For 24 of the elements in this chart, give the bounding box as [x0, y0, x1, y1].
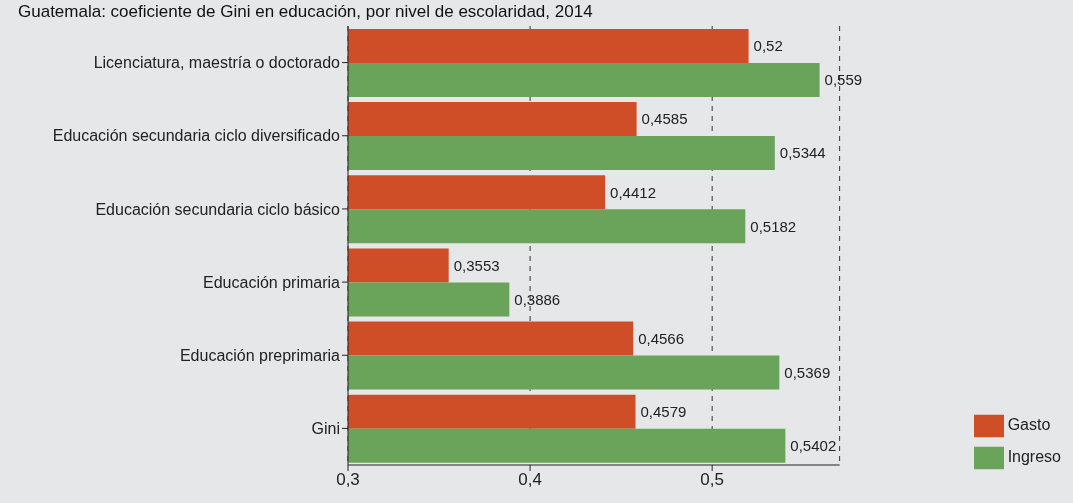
x-tick-label: 0,4 [518, 470, 542, 490]
y-tick-label: Gini [311, 420, 340, 438]
data-label: 0,5344 [779, 144, 826, 162]
x-tick-label: 0,3 [336, 470, 360, 490]
data-label: 0,5182 [750, 217, 797, 235]
data-label: 0,5402 [790, 437, 837, 455]
data-label: 0,3553 [453, 256, 500, 274]
data-label: 0,5369 [784, 363, 831, 381]
y-tick-label: Licenciatura, maestría o doctorado [93, 54, 341, 72]
data-label: 0,3886 [514, 290, 561, 308]
data-label: 0,52 [753, 37, 783, 55]
legend-label: Ingreso [1007, 448, 1061, 465]
data-label: 0,559 [824, 71, 863, 89]
legend-label: Gasto [1007, 416, 1051, 433]
chart-title: Guatemala: coeficiente de Gini en educación, por nivel de escolaridad, 2014 [18, 2, 593, 22]
data-label: 0,4412 [610, 183, 656, 201]
data-label: 0,4566 [638, 329, 685, 347]
x-tick-label: 0,5 [700, 470, 724, 490]
y-tick-label: Educación primaria [203, 273, 341, 291]
data-label: 0,4585 [641, 110, 688, 128]
y-tick-label: Educación preprimaria [179, 346, 341, 364]
data-label: 0,4579 [640, 403, 687, 421]
y-tick-label: Educación secundaria ciclo diversificado [52, 127, 341, 145]
y-tick-label: Educación secundaria ciclo básico [95, 200, 341, 218]
